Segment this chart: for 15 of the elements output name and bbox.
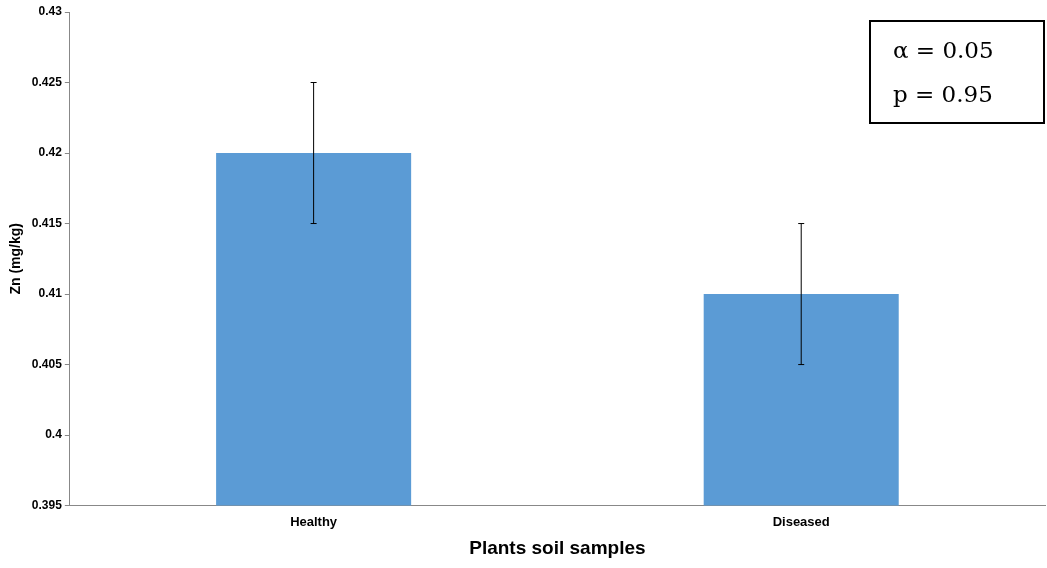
y-tick-label: 0.43: [38, 4, 63, 19]
y-tick-label: 0.405: [31, 356, 63, 371]
y-tick-label: 0.425: [31, 74, 63, 89]
y-tick-label: 0.4: [45, 427, 63, 442]
x-axis-title: Plants soil samples: [469, 536, 646, 558]
y-tick-label: 0.42: [38, 145, 63, 160]
y-tick-label: 0.41: [38, 286, 63, 301]
annotation: α = 0.05: [893, 36, 995, 65]
y-tick-label: 0.395: [31, 497, 63, 512]
annotation: p = 0.95: [893, 80, 994, 109]
y-axis-title: Zn (mg/kg): [7, 223, 24, 295]
note-box: α = 0.05 p = 0.95: [869, 20, 1045, 124]
x-tick-label: Healthy: [290, 513, 338, 529]
y-tick-label: 0.415: [31, 215, 63, 230]
x-tick-label: Diseased: [772, 513, 830, 529]
